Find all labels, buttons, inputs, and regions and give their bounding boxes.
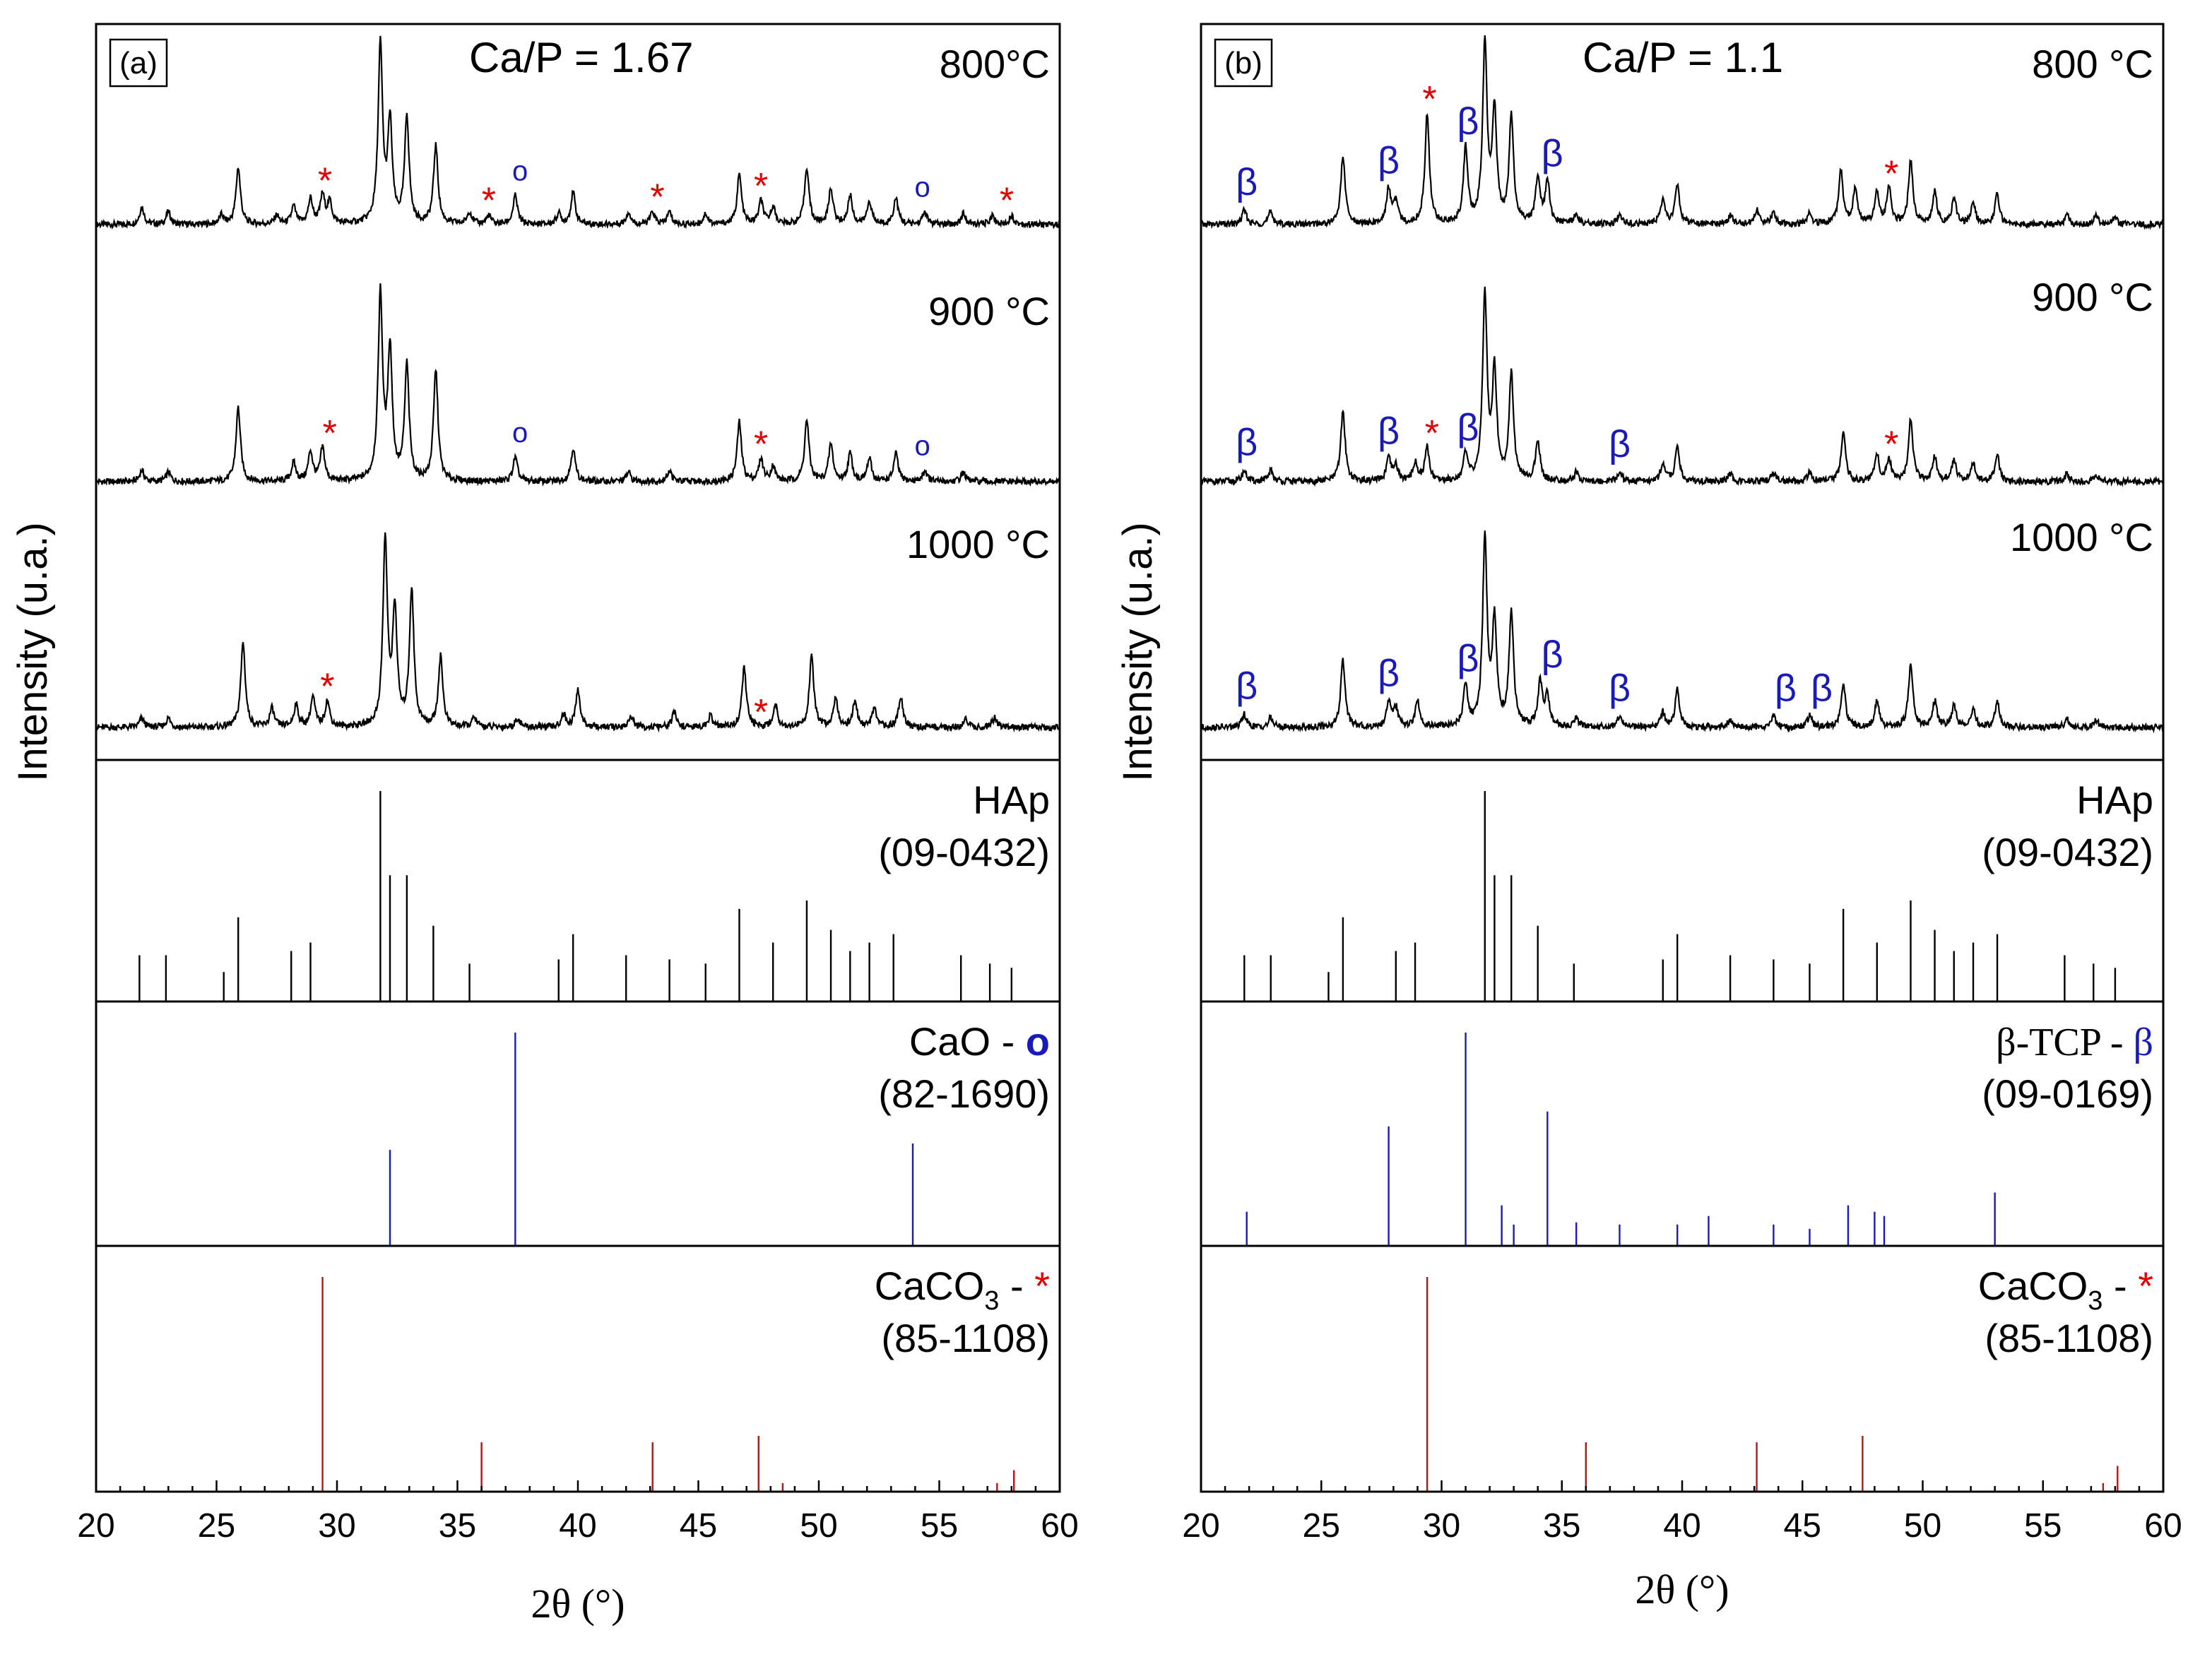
peak-marker-beta: β — [1811, 667, 1833, 709]
panel-a: 800°C * * o * * o * 900 °C * o * o 1000 °C * * HAp (09-04… — [10, 23, 1079, 1627]
peak-marker-circle: o — [512, 156, 528, 187]
peak-marker-star: * — [323, 413, 337, 454]
x-tick-label: 40 — [559, 1507, 596, 1545]
panel-b: 800 °Cββ*ββ *900 °Cβ β * β β *1000 °Cβ β β ββ β βHA… — [1115, 23, 2182, 1612]
temperature-label: 1000 °C — [2010, 515, 2153, 559]
reference-name: β-TCP - β — [1996, 1021, 2153, 1064]
reference-card-number: (85-1108) — [881, 1316, 1050, 1360]
xrd-pattern-1 — [95, 283, 1061, 487]
peak-marker-star: * — [1000, 180, 1014, 221]
x-tick-label: 55 — [2024, 1507, 2062, 1545]
peak-marker-beta: β — [1236, 665, 1258, 708]
temperature-label: 900 °C — [928, 289, 1050, 333]
panel-label: (a) — [119, 46, 158, 81]
panel-label-box — [109, 38, 168, 88]
x-tick-label: 25 — [198, 1507, 235, 1545]
x-tick-label: 35 — [439, 1507, 476, 1545]
peak-marker-beta: β — [1236, 161, 1258, 203]
x-tick-label: 30 — [318, 1507, 355, 1545]
peak-marker-star: * — [482, 180, 496, 221]
x-tick-label: 30 — [1423, 1507, 1460, 1545]
peak-marker-beta: β — [1542, 133, 1563, 175]
x-tick-label: 60 — [1041, 1507, 1078, 1545]
x-axis-label: 2θ (°) — [1635, 1567, 1729, 1612]
peak-marker-star: * — [1884, 424, 1898, 465]
peak-marker-star: * — [1884, 154, 1898, 195]
y-axis-label: Intensity (u.a.) — [10, 522, 56, 781]
x-axis-label: 2θ (°) — [531, 1581, 625, 1627]
xrd-pattern-2 — [1200, 530, 2164, 734]
reference-name: CaCO3 - * — [875, 1264, 1050, 1316]
x-tick-label: 45 — [680, 1507, 717, 1545]
temperature-label: 800 °C — [2032, 42, 2153, 86]
peak-marker-circle: o — [512, 417, 528, 448]
x-tick-label: 20 — [77, 1507, 114, 1545]
peak-marker-circle: o — [915, 430, 930, 461]
x-tick-label: 40 — [1663, 1507, 1701, 1545]
xrd-pattern-0 — [1200, 35, 2164, 230]
peak-marker-star: * — [754, 692, 768, 733]
reference-card-number: (09-0432) — [878, 830, 1050, 874]
peak-marker-beta: β — [1457, 406, 1479, 448]
peak-marker-beta: β — [1378, 652, 1400, 694]
peak-marker-beta: β — [1457, 637, 1479, 679]
reference-name: HAp — [2076, 778, 2153, 822]
peak-marker-beta: β — [1457, 100, 1479, 143]
reference-card-number: (85-1108) — [1985, 1316, 2153, 1360]
x-tick-label: 45 — [1784, 1507, 1821, 1545]
x-tick-label: 20 — [1182, 1507, 1219, 1545]
temperature-label: 900 °C — [2032, 275, 2153, 319]
temperature-label: 1000 °C — [906, 522, 1050, 566]
peak-marker-star: * — [320, 666, 334, 707]
xrd-pattern-0 — [95, 35, 1060, 230]
x-tick-label: 50 — [800, 1507, 837, 1545]
peak-marker-star: * — [1422, 79, 1436, 120]
peak-marker-star: * — [318, 161, 332, 202]
peak-marker-circle: o — [915, 172, 930, 203]
ca-p-ratio-title: Ca/P = 1.1 — [1583, 34, 1783, 81]
peak-marker-star: * — [1425, 413, 1439, 454]
peak-marker-beta: β — [1378, 410, 1400, 453]
temperature-label: 800°C — [940, 42, 1050, 86]
peak-marker-beta: β — [1236, 421, 1258, 463]
reference-card-number: (09-0432) — [1982, 830, 2153, 874]
panel-label-box — [1214, 38, 1273, 88]
reference-name: CaO - o — [909, 1019, 1050, 1064]
panel-label: (b) — [1224, 46, 1262, 81]
x-tick-label: 35 — [1543, 1507, 1580, 1545]
y-axis-label: Intensity (u.a.) — [1115, 522, 1161, 781]
peak-marker-beta: β — [1609, 423, 1631, 465]
peak-marker-beta: β — [1609, 667, 1631, 709]
x-tick-label: 55 — [921, 1507, 958, 1545]
x-tick-label: 50 — [1904, 1507, 1941, 1545]
peak-marker-star: * — [754, 424, 768, 465]
reference-card-number: (09-0169) — [1982, 1071, 2153, 1116]
xrd-pattern-2 — [95, 532, 1060, 733]
xrd-pattern-1 — [1200, 286, 2165, 488]
x-tick-label: 25 — [1303, 1507, 1340, 1545]
peak-marker-beta: β — [1378, 140, 1400, 182]
peak-marker-beta: β — [1775, 667, 1797, 709]
peak-marker-star: * — [650, 177, 664, 218]
reference-name: HAp — [973, 778, 1050, 822]
ca-p-ratio-title: Ca/P = 1.67 — [469, 34, 693, 81]
reference-card-number: (82-1690) — [878, 1071, 1050, 1116]
peak-marker-star: * — [754, 166, 768, 207]
peak-marker-beta: β — [1542, 634, 1563, 676]
reference-name: CaCO3 - * — [1978, 1264, 2153, 1316]
x-tick-label: 60 — [2144, 1507, 2182, 1545]
